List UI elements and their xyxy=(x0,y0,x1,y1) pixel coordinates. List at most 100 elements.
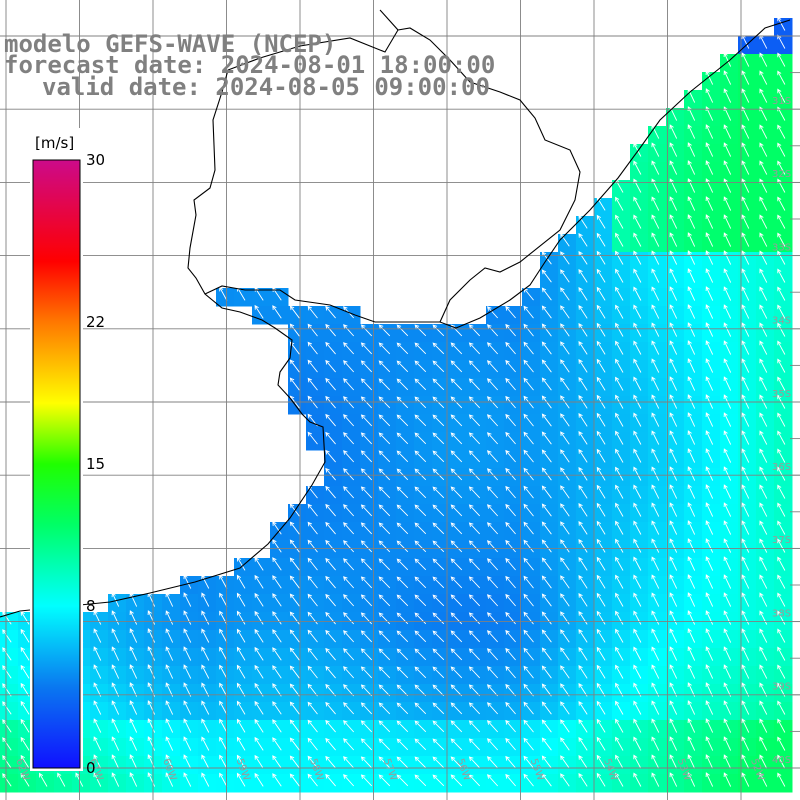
wind-arrow xyxy=(414,342,427,355)
wind-arrow xyxy=(541,683,552,697)
wind-arrow xyxy=(596,268,606,283)
wind-arrow xyxy=(759,340,768,355)
wind-arrow xyxy=(705,430,714,445)
wind-arrow xyxy=(705,142,714,157)
wind-arrow xyxy=(219,736,228,751)
wind-arrow xyxy=(560,503,570,517)
wind-arrow xyxy=(741,250,750,265)
wind-arrow xyxy=(633,664,642,679)
wind-arrow xyxy=(289,665,300,679)
wind-arrow xyxy=(396,342,409,355)
wind-arrow xyxy=(219,592,228,607)
wind-arrow xyxy=(414,486,427,499)
wind-arrow xyxy=(777,538,786,553)
wind-arrow xyxy=(2,629,12,643)
wind-arrow xyxy=(687,178,696,193)
latitude-label: 33S xyxy=(772,242,791,253)
wind-arrow xyxy=(759,646,768,661)
wind-arrow xyxy=(541,539,552,553)
wind-arrow xyxy=(325,647,336,661)
latitude-label: 31S xyxy=(772,96,791,107)
wind-arrow xyxy=(129,646,138,661)
wind-arrow xyxy=(432,702,445,715)
wind-arrow xyxy=(578,647,588,661)
wind-arrow xyxy=(651,520,660,535)
wind-arrow xyxy=(486,378,499,391)
wind-arrow xyxy=(687,88,696,103)
wind-arrow xyxy=(450,648,463,661)
wind-arrow xyxy=(759,322,768,337)
wind-arrow xyxy=(669,628,678,643)
wind-arrow xyxy=(396,486,409,499)
wind-arrow xyxy=(759,556,768,571)
wind-arrow xyxy=(486,666,499,679)
wind-arrow xyxy=(272,629,282,643)
wind-arrow xyxy=(741,376,750,391)
wind-arrow xyxy=(343,468,355,481)
wind-arrow xyxy=(396,558,409,571)
wind-arrow xyxy=(325,755,336,769)
wind-arrow xyxy=(633,430,642,445)
wind-arrow xyxy=(272,719,282,733)
wind-arrow xyxy=(307,557,318,571)
wind-arrow xyxy=(325,629,336,643)
wind-arrow xyxy=(236,610,246,625)
wind-arrow xyxy=(687,772,696,787)
wind-arrow xyxy=(633,646,642,661)
wind-arrow xyxy=(633,160,642,175)
wind-arrow xyxy=(615,286,624,301)
wind-arrow xyxy=(93,628,102,643)
wind-arrow xyxy=(578,287,588,301)
wind-arrow xyxy=(450,612,463,625)
wind-arrow xyxy=(378,468,391,481)
wind-arrow xyxy=(651,430,660,445)
wind-arrow xyxy=(289,305,300,319)
wind-arrow xyxy=(777,754,786,769)
wind-arrow xyxy=(236,682,246,697)
wind-arrow xyxy=(254,592,264,607)
wind-arrow xyxy=(254,664,264,679)
wind-arrow xyxy=(723,286,732,301)
wind-arrow xyxy=(651,538,660,553)
wind-arrow xyxy=(486,468,499,481)
wind-arrow xyxy=(414,720,427,733)
wind-arrow xyxy=(360,684,373,697)
wind-arrow xyxy=(486,756,499,769)
wind-arrow xyxy=(615,610,624,625)
wind-arrow xyxy=(523,449,534,463)
wind-arrow xyxy=(396,774,409,787)
wind-arrow xyxy=(687,700,696,715)
wind-arrow xyxy=(414,666,427,679)
wind-arrow xyxy=(360,666,373,679)
wind-arrow xyxy=(523,341,534,355)
wind-arrow xyxy=(183,574,192,589)
wind-arrow xyxy=(450,558,463,571)
wind-arrow xyxy=(111,664,120,679)
wind-arrow xyxy=(651,574,660,589)
wind-arrow xyxy=(289,755,300,769)
wind-arrow xyxy=(777,286,786,301)
wind-arrow xyxy=(560,359,570,373)
wind-arrow xyxy=(578,521,588,535)
wind-arrow xyxy=(578,251,588,265)
wind-arrow xyxy=(505,323,516,337)
wind-arrow xyxy=(615,214,624,229)
wind-arrow xyxy=(111,718,120,733)
wind-arrow xyxy=(723,718,732,733)
wind-arrow xyxy=(777,700,786,715)
wind-arrow xyxy=(325,557,336,571)
wind-arrow xyxy=(560,485,570,499)
wind-arrow xyxy=(633,628,642,643)
wind-arrow xyxy=(254,682,264,697)
wind-arrow xyxy=(596,232,606,247)
wind-arrow xyxy=(165,610,174,625)
wind-arrow xyxy=(360,738,373,751)
wind-arrow xyxy=(486,504,499,517)
latitude-label: 36S xyxy=(772,462,791,473)
wind-arrow xyxy=(254,556,264,571)
wind-arrow xyxy=(596,484,606,499)
wind-arrow xyxy=(307,701,318,715)
wind-arrow xyxy=(201,700,210,715)
wind-arrow xyxy=(669,286,678,301)
wind-arrow xyxy=(486,486,499,499)
